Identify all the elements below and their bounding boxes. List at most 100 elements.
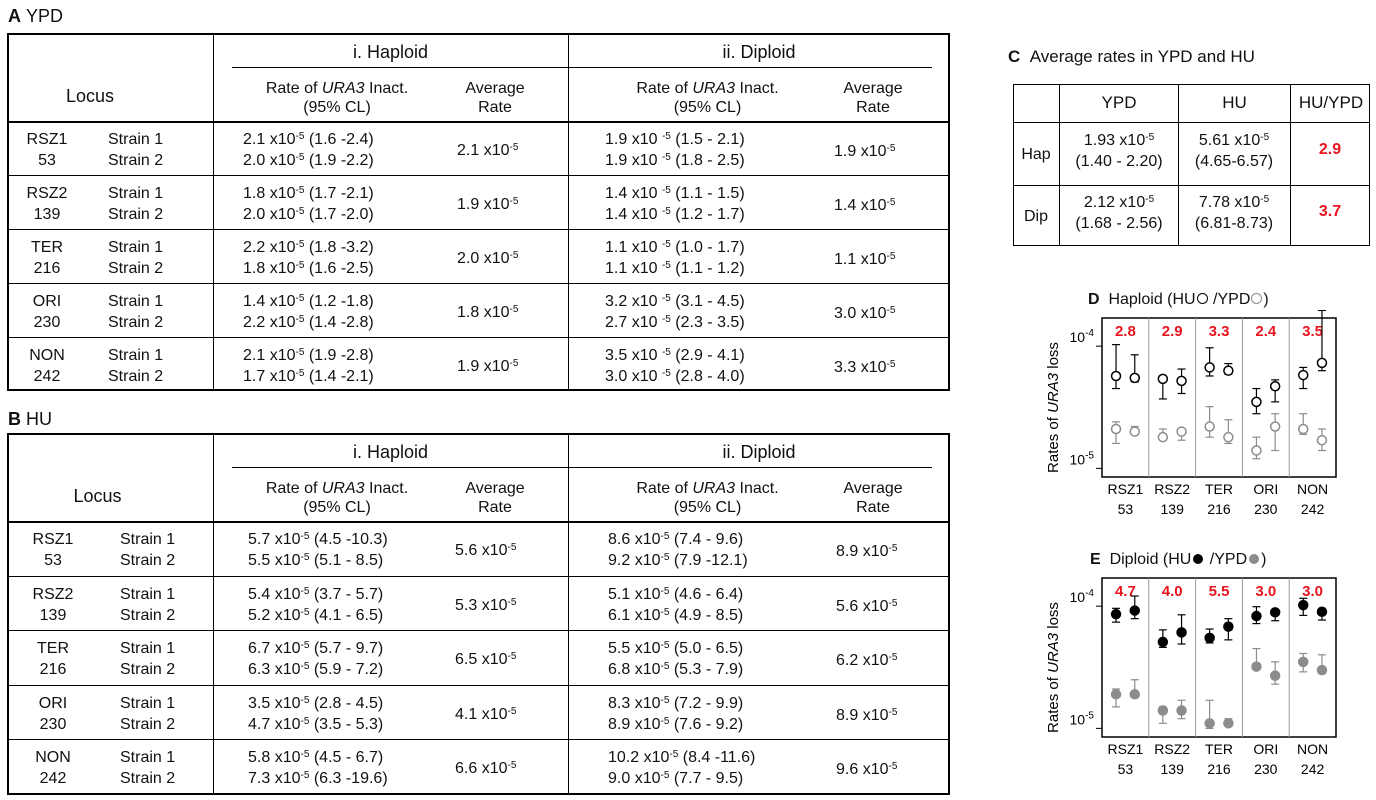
x-tick-label: 230: [1254, 761, 1278, 777]
hu-filled-marker-icon: [1193, 554, 1204, 564]
y-tick-label: 10-5: [1070, 710, 1095, 727]
locus-cell: RSZ2 139: [26, 185, 68, 223]
diploid-average-cell: 9.6 x10-5: [836, 761, 898, 778]
diploid-rate-cell: 5.5 x10-5 (5.0 - 6.5) 6.8 x10-5 (5.3 - 7.…: [608, 640, 744, 678]
diploid-header: ii. Diploid: [722, 442, 796, 462]
ypd-filled-marker-icon: [1249, 554, 1260, 564]
hu-point: [1251, 610, 1262, 622]
haploid-header: i. Haploid: [352, 442, 429, 462]
hu-point: [1316, 606, 1328, 618]
x-tick-label: TER: [1205, 481, 1233, 497]
row-divider: [7, 684, 950, 686]
ypd-point: [1157, 705, 1169, 716]
haploid-rate-cell: 2.2 x10-5 (1.8 -3.2) 1.8 x10-5 (1.6 -2.5): [243, 239, 374, 277]
ypd-point: [1110, 423, 1122, 435]
haploid-average-cell: 5.6 x10-5: [455, 542, 517, 559]
haploid-rate-chart: 10-4 10-5 Rates of URA3 loss 2.8 2.9 3.3 2.4 3.…: [1045, 310, 1337, 517]
locus-cell: NON 242: [29, 347, 65, 385]
ypd-point: [1129, 689, 1141, 700]
ypd-point: [1204, 421, 1215, 432]
ratio-cell: 2.9: [1318, 141, 1342, 158]
y-tick-label: 10-5: [1070, 450, 1095, 467]
ypd-point: [1251, 661, 1262, 672]
row-divider: [7, 229, 950, 230]
hu-point: [1223, 365, 1234, 376]
ypd-point: [1269, 421, 1281, 432]
strain-cell: Strain 1 Strain 2: [108, 185, 164, 223]
x-tick-label: 216: [1207, 501, 1231, 517]
x-tick-label: 230: [1254, 501, 1278, 517]
diploid-header: ii. Diploid: [722, 42, 796, 62]
strain-cell: Strain 1 Strain 2: [120, 694, 176, 733]
locus-cell: RSZ1 53: [32, 531, 74, 569]
divider-haploid-diploid: [568, 433, 569, 795]
y-axis-label: Rates of URA3 loss: [1045, 602, 1062, 733]
plot-frame: [1101, 577, 1337, 738]
col-ypd: YPD: [1101, 93, 1137, 112]
diploid-rate-header: Rate of URA3 Inact. (95% CL): [636, 80, 779, 116]
diploid-average-cell: 1.1 x10-5: [834, 251, 896, 268]
panel-a-table: [7, 33, 950, 391]
hu-point: [1269, 607, 1281, 618]
strain-cell: Strain 1 Strain 2: [108, 239, 164, 277]
diploid-rate-cell: 3.5 x10 -5 (2.9 - 4.1) 3.0 x10 -5 (2.8 - …: [605, 347, 745, 385]
diploid-average-cell: 8.9 x10-5: [836, 543, 898, 560]
panel-d-label: D Haploid (HU /YPD): [1088, 291, 1269, 308]
ypd-point: [1110, 689, 1122, 700]
hu-point: [1297, 599, 1309, 611]
haploid-average-cell: 5.3 x10-5: [455, 596, 517, 614]
plot-frame: [1101, 317, 1337, 478]
strain-cell: Strain 1 Strain 2: [120, 585, 176, 624]
haploid-rate-cell: 6.7 x10-5 (5.7 - 9.7) 6.3 x10-5 (5.9 - 7.…: [248, 640, 384, 678]
diploid-average-cell: 3.3 x10-5: [834, 359, 896, 376]
haploid-rate-header: Rate of URA3 Inact. (95% CL): [265, 480, 409, 516]
ypd-point: [1316, 434, 1328, 446]
hu-point: [1110, 608, 1122, 620]
ypd-point: [1316, 664, 1328, 676]
hu-point: [1157, 373, 1169, 385]
haploid-average-cell: 6.6 x10-5: [455, 760, 517, 777]
hu-point: [1129, 605, 1141, 616]
diploid-rate-header: Rate of URA3 Inact. (95% CL): [636, 480, 779, 516]
haploid-rate-cell: 1.4 x10-5 (1.2 -1.8) 2.2 x10-5 (1.4 -2.8): [243, 293, 374, 331]
ratio-label: 4.7: [1115, 583, 1136, 600]
haploid-average-cell: 6.5 x10-5: [455, 651, 517, 668]
haploid-average-cell: 1.9 x10-5: [457, 358, 519, 375]
locus-cell: ORI 230: [32, 293, 62, 331]
haploid-header: i. Haploid: [352, 42, 429, 62]
y-axis-label: Rates of URA3 loss: [1045, 342, 1062, 473]
ratio-label: 5.5: [1209, 583, 1230, 600]
locus-cell: RSZ1 53: [26, 131, 68, 169]
diploid-average-cell: 5.6 x10-5: [836, 597, 898, 615]
diploid-average-cell: 1.9 x10-5: [834, 143, 896, 160]
strain-cell: Strain 1 Strain 2: [120, 749, 176, 787]
ypd-cell: 1.93 x10-5 (1.40 - 2.20): [1075, 132, 1163, 170]
row-label: Hap: [1021, 146, 1051, 163]
diploid-rate-cell: 8.3 x10-5 (7.2 - 9.9) 8.9 x10-5 (7.6 - 9.…: [608, 694, 744, 733]
header-underline: [232, 67, 932, 68]
diploid-rate-cell: 3.2 x10 -5 (3.1 - 4.5) 2.7 x10 -5 (2.3 - …: [605, 293, 745, 331]
haploid-rate-cell: 5.8 x10-5 (4.5 - 6.7) 7.3 x10-5 (6.3 -19.…: [248, 749, 388, 787]
strain-cell: Strain 1 Strain 2: [120, 640, 176, 678]
locus-cell: RSZ2 139: [32, 585, 74, 624]
x-tick-label: 139: [1161, 761, 1185, 777]
strain-cell: Strain 1 Strain 2: [108, 293, 164, 331]
haploid-rate-cell: 2.1 x10-5 (1.6 -2.4) 2.0 x10-5 (1.9 -2.2): [243, 131, 374, 169]
y-tick-label: 10-4: [1070, 588, 1095, 605]
divider-locus: [213, 33, 214, 391]
hu-point: [1204, 362, 1215, 373]
panel-b-table: [7, 433, 950, 795]
haploid-rate-cell: 3.5 x10-5 (2.8 - 4.5) 4.7 x10-5 (3.5 - 5.…: [248, 694, 384, 733]
hu-point: [1297, 369, 1309, 381]
x-tick-label: 242: [1301, 501, 1325, 517]
strain-cell: Strain 1 Strain 2: [108, 347, 164, 385]
y-tick-label: 10-4: [1070, 328, 1095, 345]
ypd-point: [1297, 656, 1309, 668]
locus-cell: TER 216: [37, 640, 69, 678]
strain-cell: Strain 1 Strain 2: [120, 531, 176, 569]
haploid-average-cell: 1.8 x10-5: [457, 304, 519, 321]
diploid-rate-cell: 5.1 x10-5 (4.6 - 6.4) 6.1 x10-5 (4.9 - 8.…: [608, 585, 744, 624]
haploid-rate-cell: 5.7 x10-5 (4.5 -10.3) 5.5 x10-5 (5.1 - 8.…: [248, 531, 388, 569]
haploid-average-header: Average Rate: [465, 80, 525, 116]
diploid-rate-cell: 1.9 x10 -5 (1.5 - 2.1) 1.9 x10 -5 (1.8 - …: [605, 131, 745, 169]
